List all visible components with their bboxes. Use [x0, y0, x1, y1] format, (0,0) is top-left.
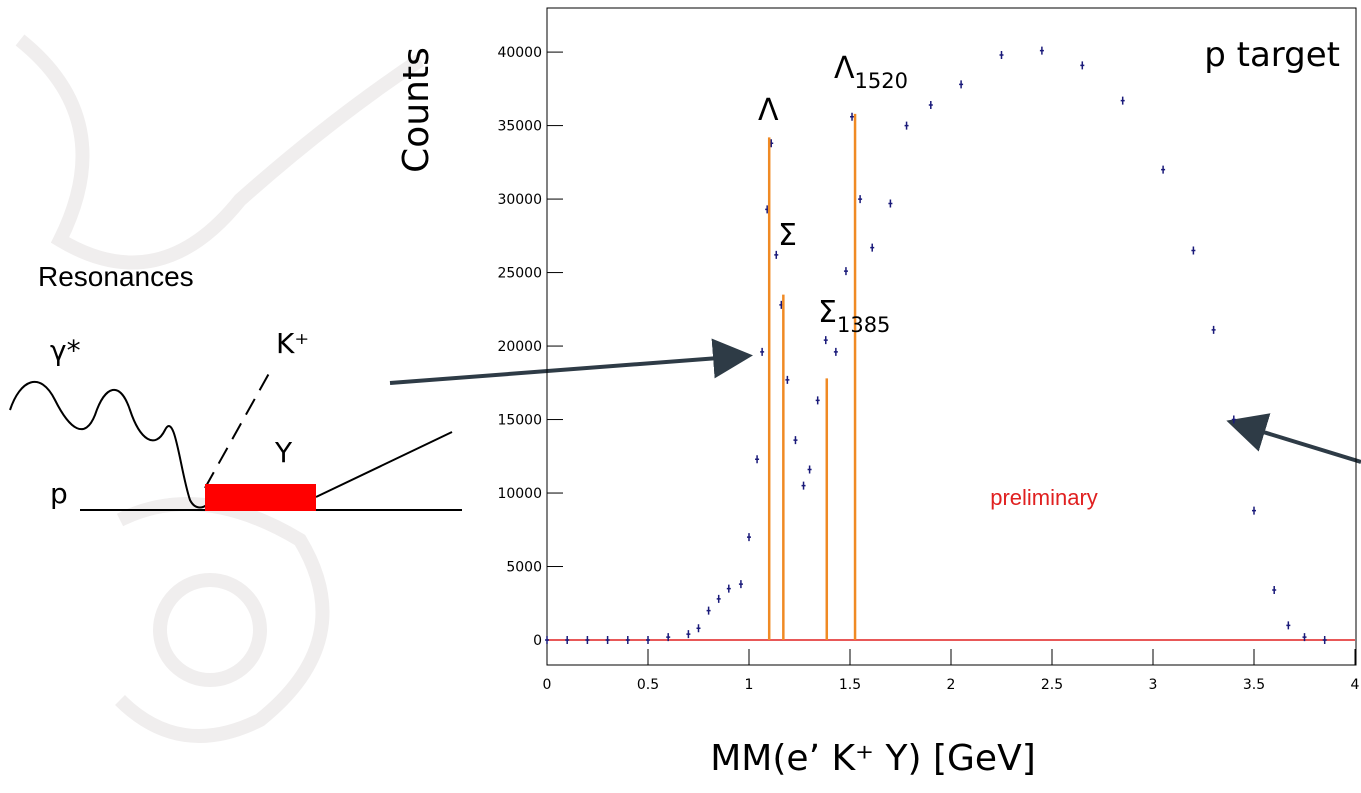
x-tick-label: 0 — [543, 677, 552, 693]
data-point — [999, 51, 1004, 60]
y-tick-label: 35000 — [497, 119, 542, 135]
data-point — [1231, 415, 1236, 424]
data-point — [646, 636, 650, 645]
resonance-box — [205, 484, 316, 511]
y-axis-title: Counts — [396, 47, 437, 173]
data-point — [815, 396, 820, 405]
data-point — [1191, 246, 1196, 255]
kaon-line — [204, 367, 273, 489]
x-axis-title: MM(e’ K⁺ Y) [GeV] — [710, 738, 1036, 779]
data-point — [904, 121, 909, 130]
peak-label: Λ1520 — [834, 51, 908, 93]
data-point — [1272, 586, 1277, 595]
arrow — [389, 338, 753, 385]
peak-label: Λ — [758, 93, 779, 128]
data-point — [793, 436, 798, 445]
x-tick-label: 1 — [745, 677, 754, 693]
x-tick-label: 2.5 — [1041, 677, 1063, 693]
data-point — [833, 347, 838, 356]
data-point — [928, 101, 933, 110]
y-tick-label: 15000 — [497, 413, 542, 429]
data-point — [858, 195, 863, 204]
peak-symbol: Σ — [818, 295, 837, 330]
data-point — [716, 594, 721, 603]
kaon-label: K⁺ — [276, 327, 309, 360]
x-tick-label: 3 — [1149, 677, 1158, 693]
data-point — [625, 636, 630, 645]
data-point — [823, 336, 828, 345]
x-tick-label: 3.5 — [1243, 677, 1265, 693]
y-tick-label: 0 — [533, 633, 542, 649]
data-point — [686, 630, 691, 639]
data-point — [774, 250, 779, 259]
plot-frame — [546, 7, 1357, 666]
data-point — [870, 243, 875, 252]
y-tick-label: 20000 — [497, 339, 542, 355]
peak-label: Σ1385 — [818, 295, 890, 337]
data-point — [850, 112, 855, 121]
data-point — [755, 455, 760, 464]
x-tick-label: 2 — [947, 677, 956, 693]
data-point — [1286, 621, 1291, 630]
data-point — [785, 375, 790, 384]
y-tick-label: 10000 — [497, 486, 542, 502]
target-label: p target — [1204, 35, 1340, 75]
data-point — [605, 636, 610, 645]
y-tick-label: 5000 — [506, 560, 542, 576]
arrow — [1226, 413, 1361, 464]
y-tick-label: 40000 — [497, 45, 542, 61]
photon-line — [9, 380, 211, 509]
photon-label: γ* — [50, 334, 81, 367]
data-point — [738, 580, 743, 589]
x-tick-label: 1.5 — [839, 677, 861, 693]
plot: 0 5000 10000 15000 20000 25000 30000 35000 40000… — [497, 45, 1359, 693]
data-point — [801, 481, 806, 490]
peak-symbol: Λ — [834, 51, 855, 86]
data-point — [1322, 636, 1327, 645]
decay-line — [315, 431, 453, 498]
data-point — [706, 606, 711, 615]
data-point — [565, 636, 570, 645]
peak-symbol: Λ — [758, 93, 779, 128]
peak-symbol: Σ — [778, 218, 797, 253]
data-point — [1039, 46, 1044, 55]
hyperon-label: Y — [274, 436, 293, 469]
data-point — [696, 624, 701, 633]
data-point — [747, 533, 751, 542]
data-point — [1211, 325, 1216, 334]
data-point — [666, 633, 671, 642]
data-point — [843, 267, 848, 276]
peak-subscript: 1520 — [855, 69, 908, 93]
crest-watermark — [15, 34, 424, 743]
y-tick-label: 30000 — [497, 192, 542, 208]
data-point — [545, 636, 549, 645]
y-tick-label: 25000 — [497, 266, 542, 282]
data-point — [959, 80, 964, 89]
data-point — [760, 347, 765, 356]
data-point — [1120, 96, 1125, 105]
data-point — [1302, 633, 1307, 642]
data-point — [726, 584, 731, 593]
data-point — [1252, 506, 1256, 515]
data-point — [1161, 165, 1166, 174]
data-point — [585, 636, 590, 645]
peak-label: Σ — [778, 218, 797, 253]
x-tick-label: 4 — [1351, 677, 1360, 693]
proton-label: p — [50, 477, 68, 510]
data-point — [1080, 61, 1085, 70]
data-point — [807, 465, 812, 474]
peak-subscript: 1385 — [837, 313, 890, 337]
x-tick-label: 0.5 — [637, 677, 659, 693]
data-point — [888, 199, 893, 208]
preliminary-label: preliminary — [990, 485, 1098, 510]
diagram-title: Resonances — [38, 261, 194, 292]
